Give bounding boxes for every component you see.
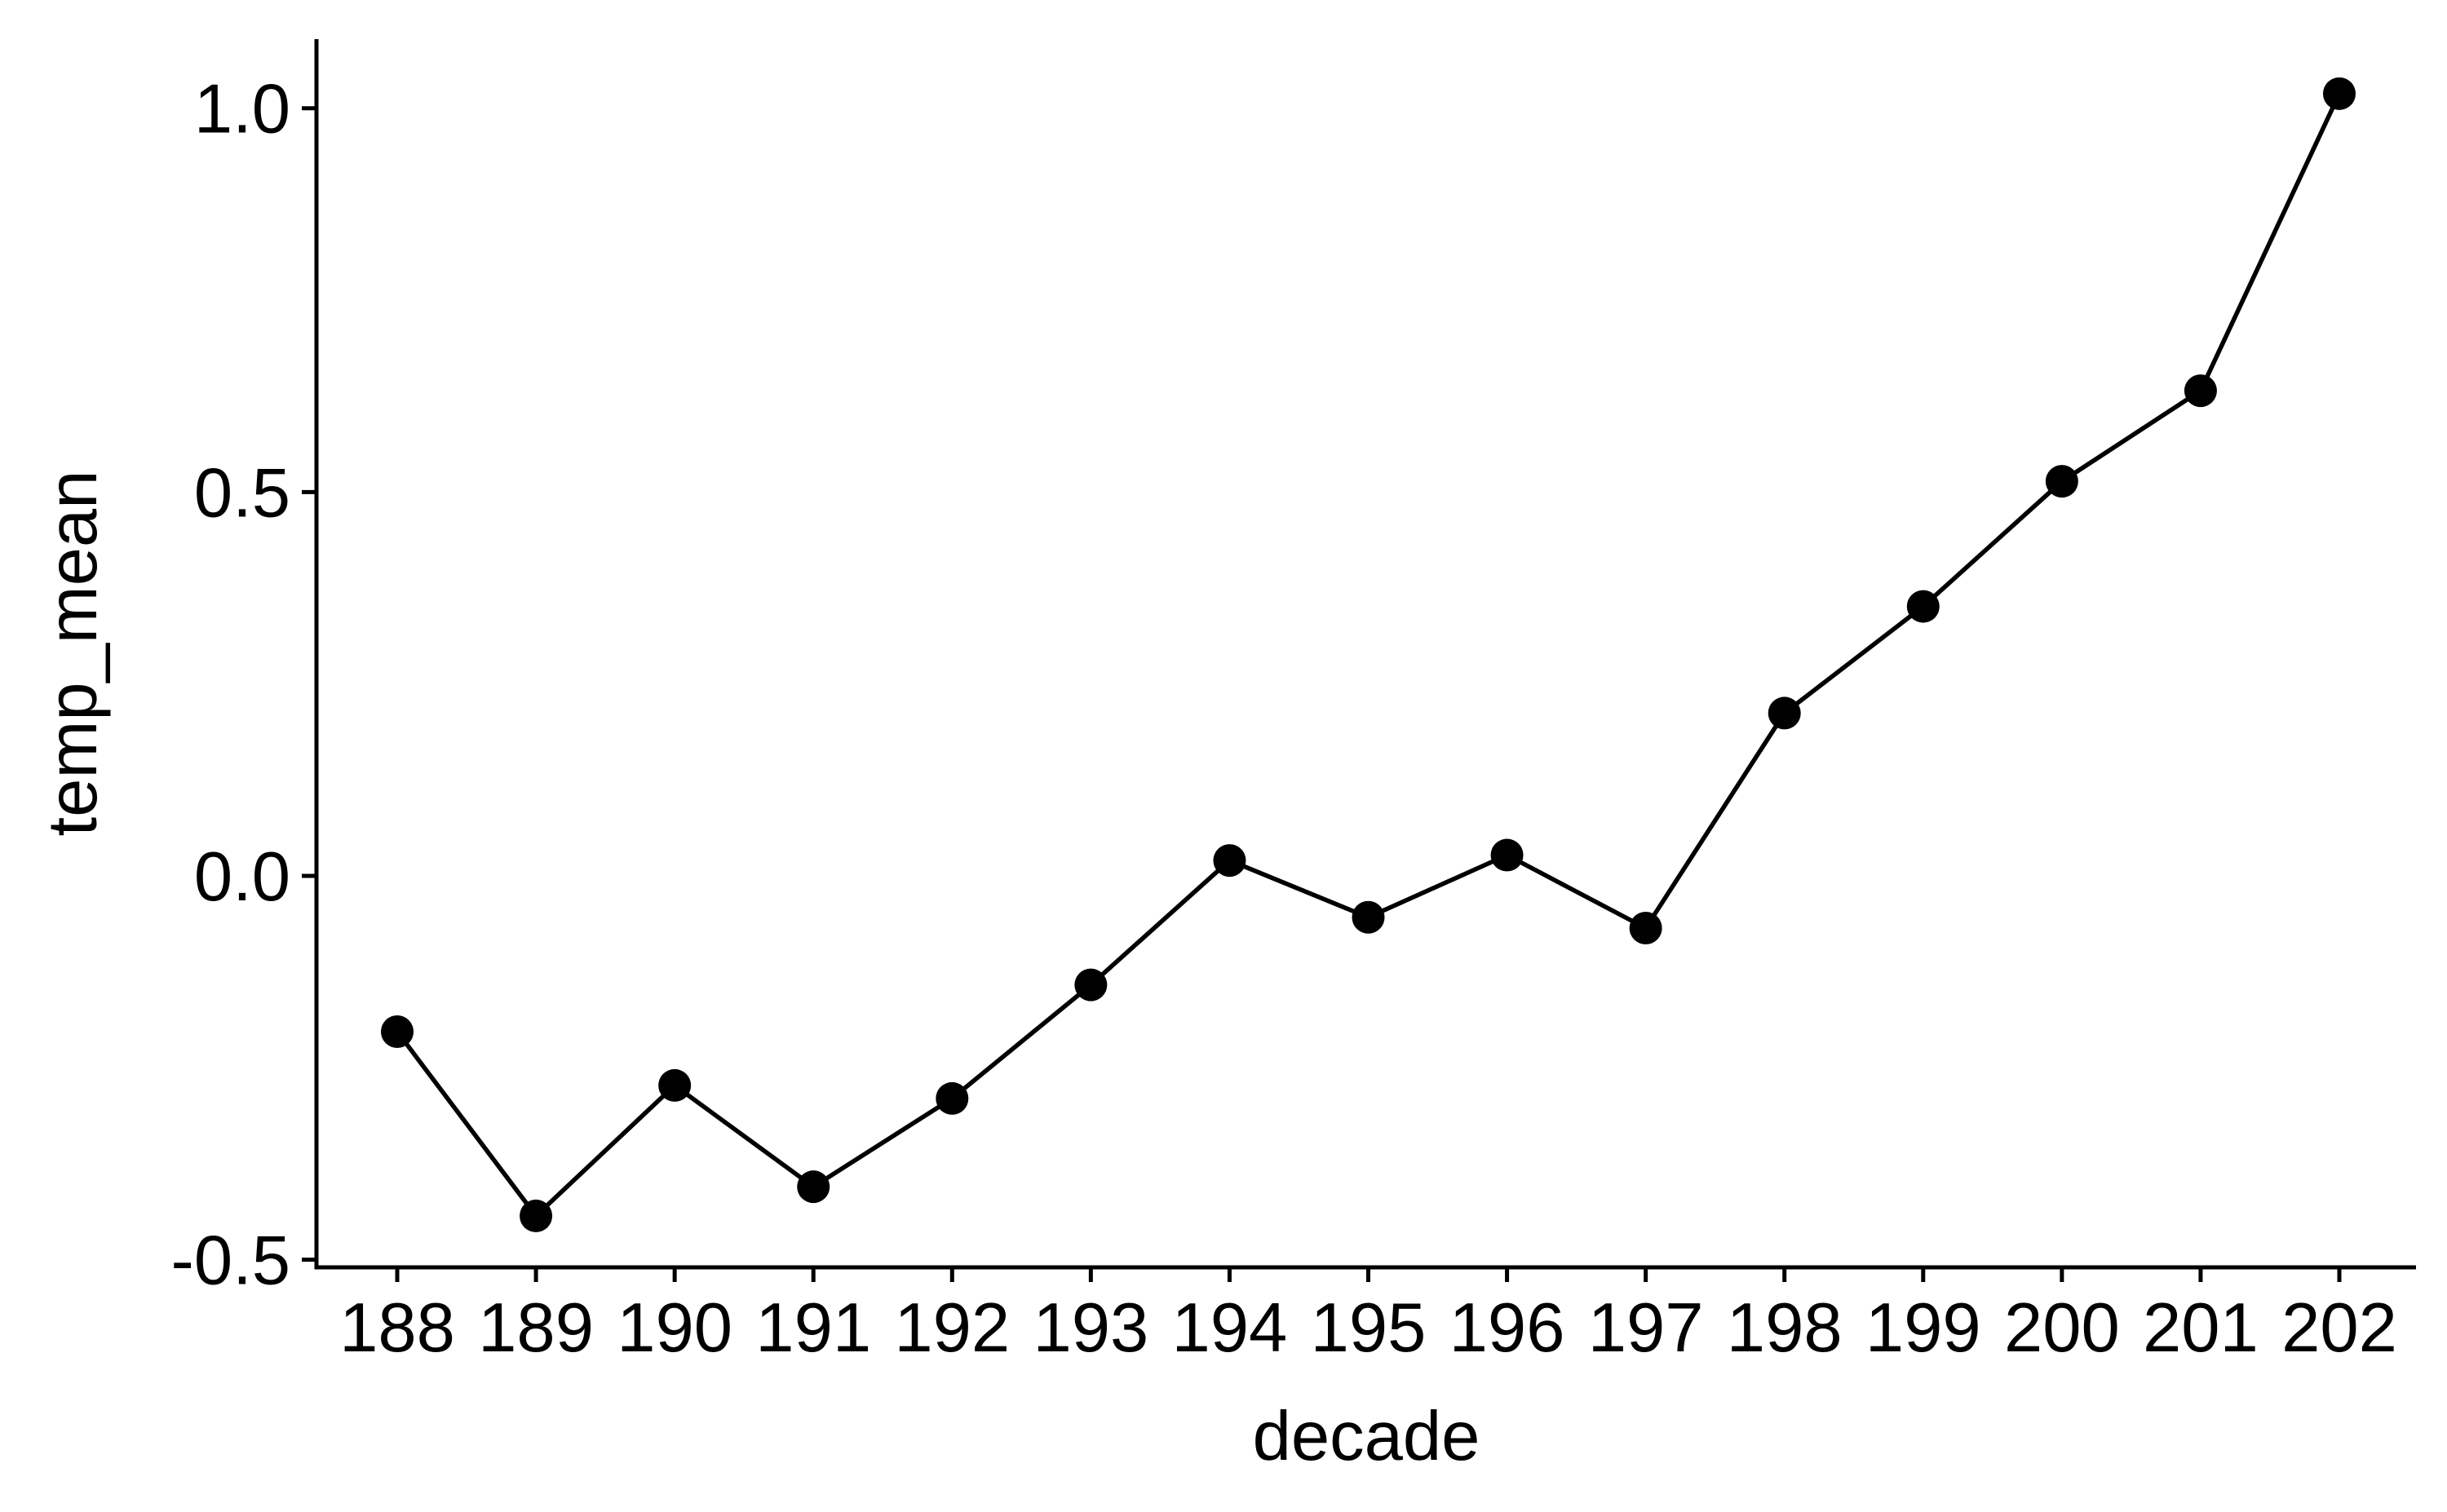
data-point (936, 1081, 969, 1115)
series-line (395, 92, 2342, 1218)
x-tick-label: 191 (755, 1289, 871, 1367)
data-point (1906, 590, 1940, 623)
x-tick-label: 201 (2143, 1289, 2259, 1367)
x-tick-label: 189 (478, 1289, 594, 1367)
x-tick-label: 190 (617, 1289, 732, 1367)
data-point (1629, 911, 1662, 944)
x-tick-label: 202 (2281, 1289, 2397, 1367)
y-axis-ticks: -0.5 0.0 0.5 1.0 (171, 71, 316, 1300)
data-point (1768, 696, 1801, 730)
y-tick-label: 0.5 (194, 454, 290, 532)
y-tick-label: 1.0 (194, 71, 290, 148)
data-point (2045, 465, 2078, 498)
x-tick-label: 199 (1865, 1289, 1981, 1367)
x-tick-label: 192 (894, 1289, 1010, 1367)
data-point (2184, 374, 2217, 408)
data-point (381, 1015, 414, 1049)
data-point (797, 1170, 830, 1204)
data-point (2323, 77, 2356, 110)
x-tick-label: 194 (1172, 1289, 1288, 1367)
data-point (520, 1199, 553, 1232)
x-tick-label: 188 (339, 1289, 455, 1367)
data-point (1074, 968, 1108, 1001)
y-axis-title: temp_mean (34, 471, 112, 837)
data-point (1490, 838, 1524, 872)
y-tick-label: -0.5 (171, 1222, 290, 1300)
data-point (1352, 900, 1385, 934)
x-tick-label: 200 (2004, 1289, 2120, 1367)
x-axis-title: decade (1253, 1398, 1480, 1475)
x-tick-label: 193 (1033, 1289, 1148, 1367)
x-axis-ticks: 188 189 190 191 192 193 194 195 196 197 198 199 200 2… (339, 1267, 2397, 1367)
x-tick-label: 195 (1311, 1289, 1427, 1367)
data-point (658, 1068, 692, 1102)
x-tick-label: 196 (1449, 1289, 1565, 1367)
data-points (381, 77, 2356, 1232)
y-tick-label: 0.0 (194, 838, 290, 916)
x-tick-label: 198 (1727, 1289, 1843, 1367)
data-point (1213, 844, 1246, 878)
x-tick-label: 197 (1588, 1289, 1704, 1367)
